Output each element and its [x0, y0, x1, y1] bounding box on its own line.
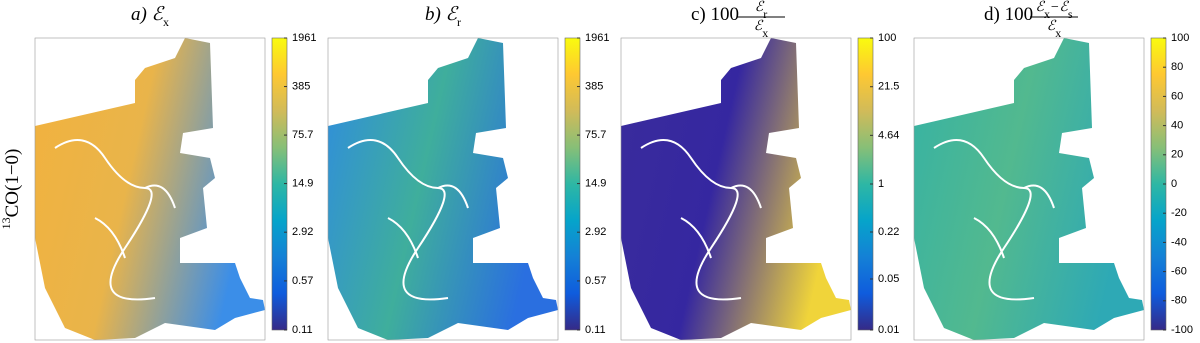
- panel-title: d) 100: [984, 4, 1033, 25]
- colorbar-tick-label: 0.11: [292, 324, 313, 336]
- colorbar-tick-label: 0.05: [878, 273, 899, 285]
- title-piece: x: [163, 15, 169, 29]
- colorbar-tick-label: 4.64: [878, 129, 899, 141]
- title-piece: r: [763, 7, 767, 21]
- colorbar-tick-label: 1961: [292, 32, 316, 44]
- title-numerator: ℰr: [755, 0, 767, 21]
- title-piece: ℰ: [754, 19, 764, 34]
- title-piece: d) 100: [984, 4, 1033, 25]
- contour: [640, 139, 762, 301]
- title-piece: r: [457, 15, 461, 29]
- title-piece: −ℰ: [1050, 0, 1069, 15]
- colorbar-tick-label: 21.5: [878, 81, 899, 93]
- title-piece: c) 100: [691, 4, 739, 25]
- colorbar-tick-label: -80: [1171, 295, 1187, 307]
- panel: d) 100 ℰx−ℰsℰx-100-80-60-40-2002040608010…: [913, 0, 1193, 341]
- colorbar-tick-label: 0: [1171, 178, 1177, 190]
- colorbar-tick-label: 100: [878, 32, 896, 44]
- title-piece: s: [1068, 7, 1073, 21]
- colorbar-tick-label: 20: [1171, 149, 1183, 161]
- axes-frame: [34, 37, 266, 341]
- colorbar-tick-label: 2.92: [585, 226, 606, 238]
- colorbar-tick-label: 1: [878, 178, 884, 190]
- title-piece: ℰ: [1035, 0, 1045, 15]
- axes-frame: [913, 37, 1145, 341]
- colorbar-tick-label: 60: [1171, 90, 1183, 102]
- title-denominator: ℰx: [1047, 19, 1061, 40]
- panel-title: a) ℰx: [131, 4, 169, 28]
- colorbar-tick-label: -40: [1171, 236, 1187, 248]
- colorbar-tick-label: 100: [1171, 32, 1189, 44]
- colorbar-tick-label: 0.22: [878, 226, 899, 238]
- title-piece: ℰ: [755, 0, 765, 15]
- axes-frame: [620, 37, 852, 341]
- y-axis-label: 13CO(1−0): [0, 149, 23, 230]
- colorbar-tick-label: 385: [585, 80, 603, 92]
- axes-frame: [327, 37, 559, 341]
- colorbar-tick-label: -20: [1171, 207, 1187, 219]
- title-piece: x: [1055, 26, 1061, 40]
- panel: a) ℰx 13CO(1−0) 0.11 0.57 2.92 14.9 75.7 385 196…: [0, 4, 316, 341]
- panel: b) ℰr 0.11 0.57 2.92 14.9 75.7 385 1961: [327, 4, 609, 341]
- colorbar-tick-label: 75.7: [292, 129, 313, 141]
- title-piece: CO(1−0): [2, 149, 23, 218]
- contour: [347, 139, 469, 301]
- colorbar-tick-label: 385: [292, 80, 310, 92]
- colorbar-tick-label: 0.11: [585, 324, 606, 336]
- title-numerator: ℰx−ℰs: [1035, 0, 1072, 21]
- contour: [54, 139, 176, 301]
- colorbar-tick-label: 75.7: [585, 129, 606, 141]
- title-piece: ℰ: [1047, 19, 1057, 34]
- colorbar-tick-label: 80: [1171, 61, 1183, 73]
- colorbar-tick-label: 40: [1171, 120, 1183, 132]
- title-piece: b) ℰ: [425, 4, 460, 25]
- title-piece: 13: [0, 217, 13, 229]
- colorbar-tick-label: 1961: [585, 32, 609, 44]
- panel-title: c) 100: [691, 4, 739, 25]
- panel-title: b) ℰr: [425, 4, 461, 28]
- colorbar-tick-label: 2.92: [292, 226, 313, 238]
- title-denominator: ℰx: [754, 19, 768, 40]
- colorbar-tick-label: -100: [1171, 324, 1193, 336]
- colorbar-tick-label: 0.01: [878, 324, 899, 336]
- title-piece: x: [762, 26, 768, 40]
- colorbar-tick-label: 14.9: [585, 177, 606, 189]
- colorbar-tick-label: 0.57: [585, 275, 606, 287]
- colorbar-tick-label: -60: [1171, 266, 1187, 278]
- title-piece: x: [1044, 7, 1050, 21]
- colorbar-tick-label: 14.9: [292, 177, 313, 189]
- title-piece: a) ℰ: [131, 4, 166, 25]
- colorbar-tick-label: 0.57: [292, 275, 313, 287]
- contour: [933, 139, 1055, 301]
